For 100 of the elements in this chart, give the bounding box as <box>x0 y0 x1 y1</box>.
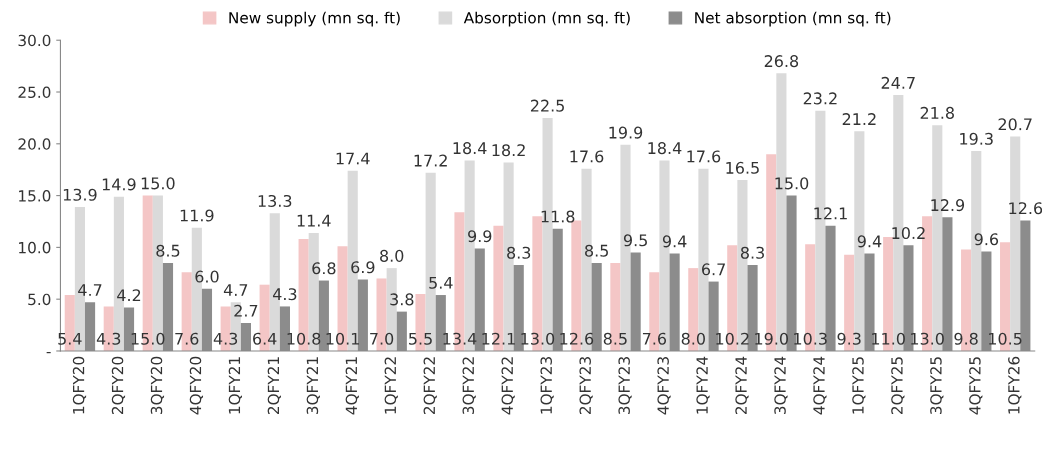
data-label: 10.3 <box>794 332 827 345</box>
data-label: 7.6 <box>175 332 199 345</box>
x-tick-label: 2QFY24 <box>735 356 749 415</box>
data-label: 15.0 <box>775 177 809 190</box>
data-label: 12.1 <box>814 207 847 220</box>
data-label: 18.2 <box>492 144 525 157</box>
data-label: 13.3 <box>258 194 292 207</box>
x-tick-label: 2QFY23 <box>579 357 593 415</box>
data-label: 4.3 <box>213 332 238 345</box>
data-label: 9.4 <box>662 235 687 248</box>
y-tick-label: 25.0 <box>18 86 51 99</box>
data-label: 4.7 <box>78 284 102 296</box>
data-label: 12.9 <box>931 199 965 212</box>
x-tick-label: 3QFY23 <box>618 357 632 414</box>
data-label: 23.2 <box>803 92 837 105</box>
data-label: 8.0 <box>380 249 404 262</box>
legend-label: New supply (mn sq. ft) <box>229 11 400 27</box>
data-label: 13.0 <box>911 332 944 345</box>
data-label: 17.6 <box>570 150 604 163</box>
x-tick-label: 3QFY24 <box>774 356 788 414</box>
data-label: 8.3 <box>507 246 531 259</box>
data-label: 21.2 <box>842 113 876 125</box>
x-tick-label: 2QFY20 <box>111 356 126 415</box>
data-label: 10.1 <box>326 332 359 345</box>
data-label: 8.0 <box>681 332 705 345</box>
x-tick-label: 4QFY21 <box>345 357 359 415</box>
data-label: 17.6 <box>687 150 721 163</box>
data-label: 7.0 <box>370 332 394 345</box>
data-label: 10.8 <box>287 332 321 345</box>
data-label: 12.6 <box>560 332 594 345</box>
data-label: 10.2 <box>892 227 925 240</box>
data-label: 4.3 <box>272 288 297 301</box>
data-label: 9.9 <box>468 230 492 243</box>
data-label: 18.4 <box>648 142 682 155</box>
data-label: 21.8 <box>920 106 954 119</box>
data-label: 10.2 <box>716 332 749 345</box>
data-label: 17.4 <box>336 152 370 165</box>
data-label: 5.5 <box>409 332 432 345</box>
x-tick-label: 4QFY20 <box>189 356 204 415</box>
data-label: 26.8 <box>764 55 799 68</box>
x-tick-label: 2QFY25 <box>891 357 905 415</box>
data-label: 6.0 <box>195 270 219 283</box>
x-tick-label: 3QFY21 <box>306 357 320 414</box>
data-label: 8.5 <box>585 244 608 257</box>
x-tick-label: 1QFY26 <box>1008 356 1022 414</box>
data-label: 8.3 <box>740 246 764 259</box>
x-tick-label: 4QFY22 <box>501 357 515 415</box>
y-tick-label: 20.0 <box>18 138 51 150</box>
data-label: 9.3 <box>837 332 861 345</box>
x-tick-label: 4QFY24 <box>813 356 827 415</box>
data-label: 13.4 <box>443 332 477 345</box>
data-label: 6.7 <box>702 263 725 276</box>
x-tick-label: 2QFY21 <box>267 357 281 415</box>
data-label: 7.6 <box>642 332 667 345</box>
x-tick-label: 1QFY25 <box>852 357 866 414</box>
y-tick-label: 10.0 <box>19 241 51 254</box>
data-label: 24.7 <box>881 76 915 89</box>
data-label: 10.5 <box>989 332 1022 345</box>
x-tick-label: 4QFY23 <box>657 357 671 415</box>
data-label: 3.8 <box>390 293 414 306</box>
data-label: 5.4 <box>429 276 453 289</box>
data-label: 4.2 <box>117 289 141 302</box>
data-label: 19.9 <box>609 126 643 139</box>
data-label: 9.8 <box>954 332 978 345</box>
x-tick-label: 2QFY22 <box>423 357 437 415</box>
y-tick-label: 5.0 <box>28 293 51 306</box>
data-label: 12.1 <box>482 332 515 345</box>
data-label: 13.0 <box>521 332 555 345</box>
data-label: 4.3 <box>96 332 121 345</box>
data-label: 11.4 <box>297 214 331 227</box>
data-label: 9.4 <box>857 235 882 248</box>
x-tick-label: 1QFY21 <box>228 357 242 414</box>
data-label: 18.4 <box>453 142 487 155</box>
data-label: 12.6 <box>1009 202 1042 215</box>
x-tick-label: 1QFY23 <box>540 357 554 414</box>
data-label: 20.7 <box>998 118 1032 131</box>
x-tick-label: 1QFY20 <box>72 356 87 414</box>
y-tick-label: 30.0 <box>18 34 51 47</box>
data-label: 19.3 <box>960 132 993 145</box>
x-tick-label: 4QFY25 <box>969 357 983 415</box>
x-tick-label: 3QFY25 <box>930 357 944 414</box>
data-label: 22.5 <box>530 99 564 112</box>
x-tick-label: 1QFY24 <box>696 356 710 414</box>
y-tick-label: - <box>46 351 51 354</box>
data-label: 11.0 <box>872 332 905 345</box>
data-label: 8.5 <box>603 332 627 345</box>
data-label: 9.6 <box>974 233 999 246</box>
x-tick-label: 3QFY22 <box>462 357 476 414</box>
data-label: 6.9 <box>351 261 375 274</box>
data-label: 17.2 <box>414 154 447 167</box>
data-label: 6.8 <box>312 262 336 275</box>
data-label: 14.9 <box>102 178 136 191</box>
data-label: 19.0 <box>755 332 788 345</box>
data-label: 16.5 <box>726 161 759 174</box>
data-label: 13.9 <box>63 188 97 201</box>
legend-label: Absorption (mn sq. ft) <box>463 11 630 27</box>
x-tick-label: 1QFY22 <box>384 357 398 414</box>
data-label: 6.4 <box>253 332 277 345</box>
data-label: 4.7 <box>223 284 248 296</box>
data-label: 11.8 <box>541 210 575 223</box>
